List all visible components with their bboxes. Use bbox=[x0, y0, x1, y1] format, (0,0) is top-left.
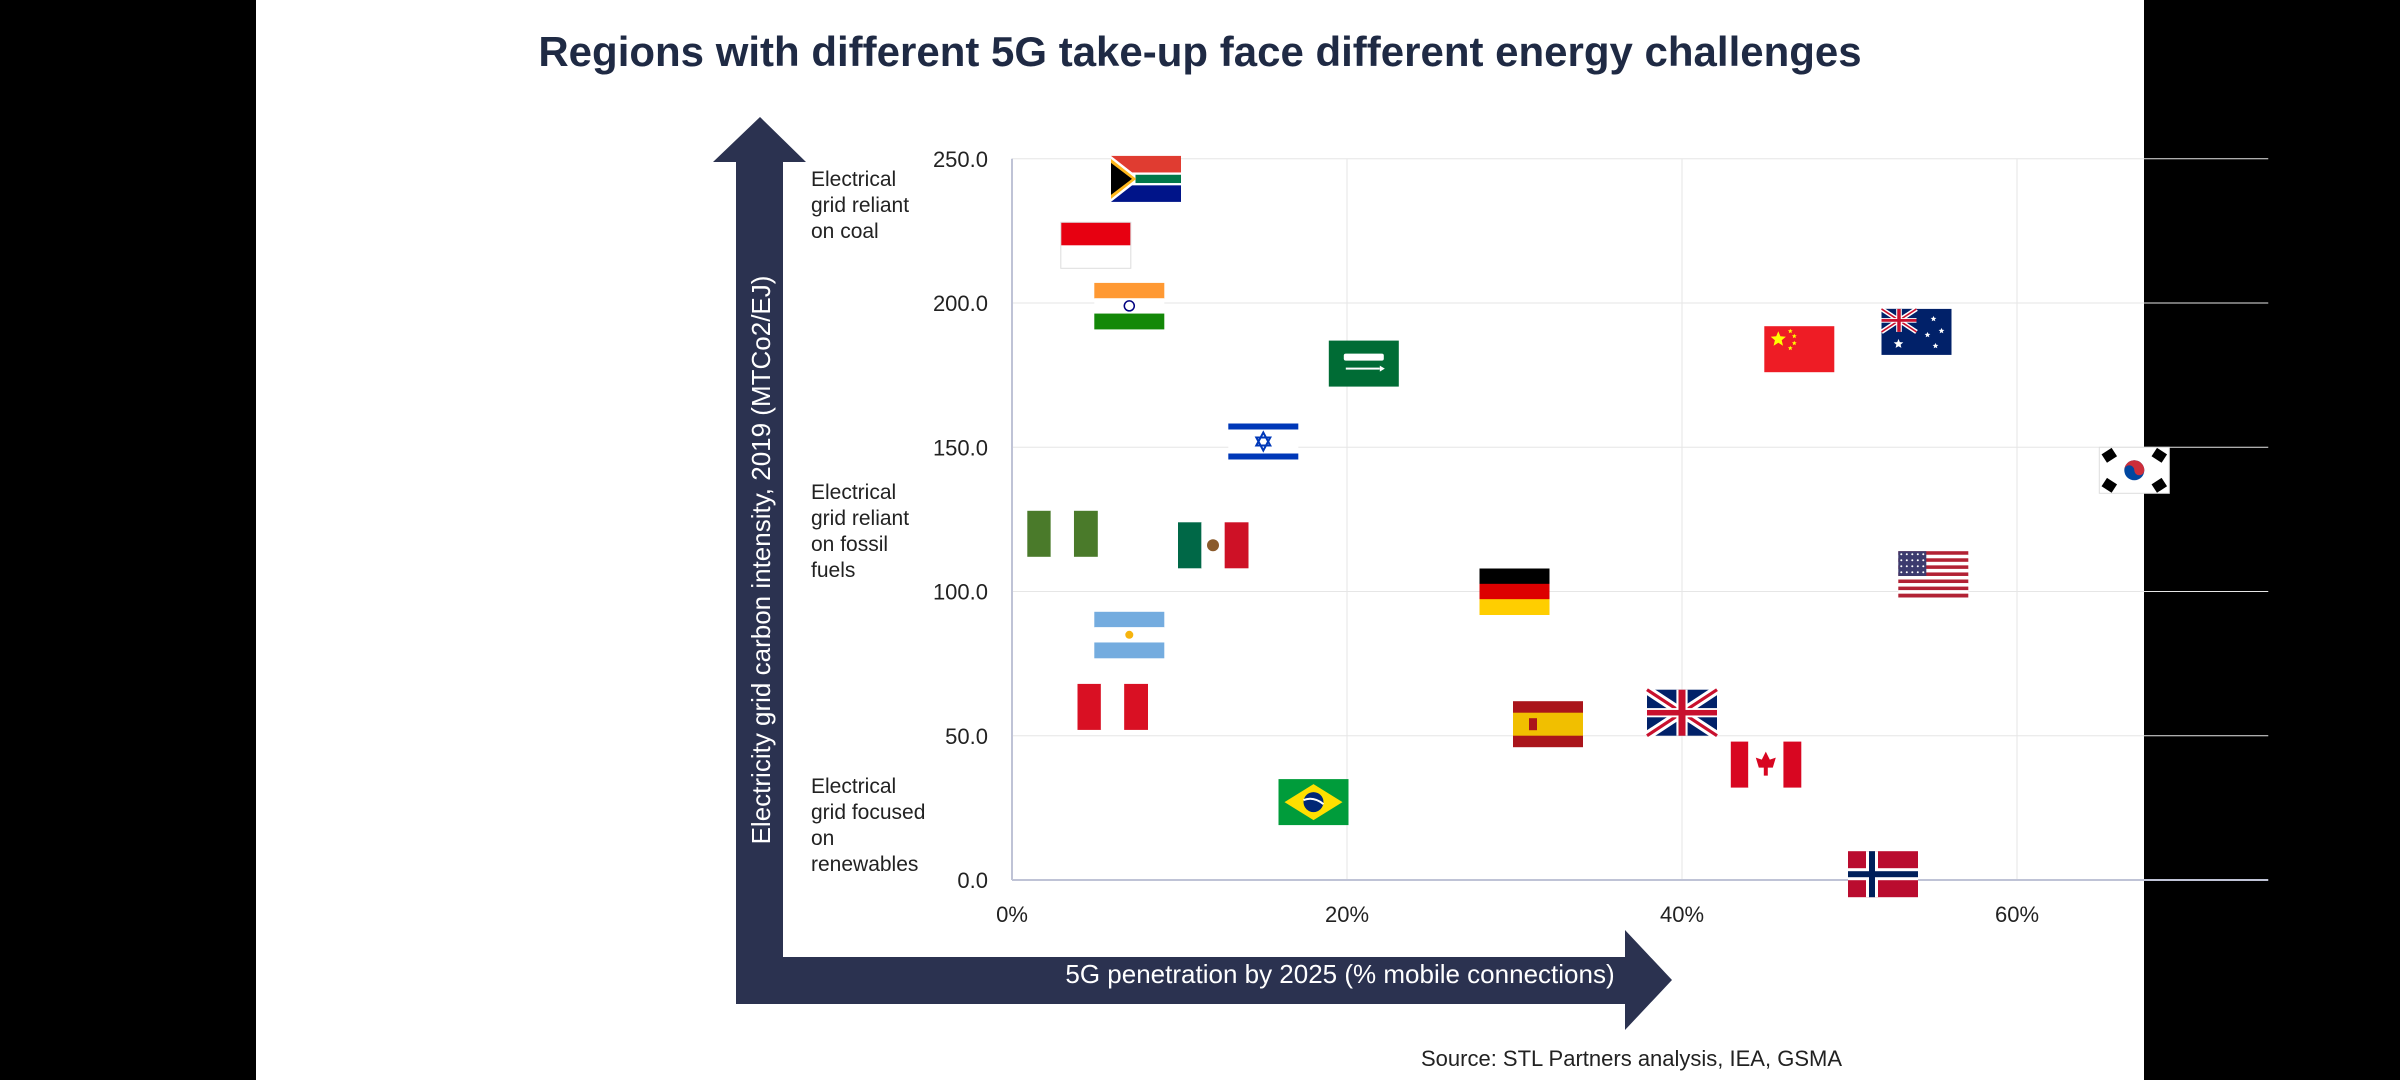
flag-marker-brazil bbox=[1278, 779, 1349, 826]
flag-marker-argentina bbox=[1094, 611, 1165, 659]
flag-marker-israel bbox=[1228, 418, 1299, 465]
flag-marker-south-africa bbox=[1111, 155, 1181, 202]
band-label-coal: Electrical grid reliant on coal bbox=[811, 168, 910, 243]
flag-marker-germany bbox=[1479, 568, 1550, 615]
x-axis-title: 5G penetration by 2025 (% mobile connect… bbox=[1065, 959, 1614, 989]
y-tick-label: 150.0 bbox=[933, 435, 988, 460]
flag-marker-norway bbox=[1848, 851, 1918, 898]
band-label-fossil: Electrical grid reliant on fossil fuels bbox=[811, 481, 910, 582]
y-tick-label: 200.0 bbox=[933, 291, 988, 316]
y-axis-arrow bbox=[713, 117, 806, 1004]
flag-marker-nigeria bbox=[1027, 510, 1098, 557]
slide-background: Regions with different 5G take-up face d… bbox=[256, 0, 2144, 1080]
flag-marker-peru bbox=[1077, 683, 1148, 730]
flag-marker-saudi-arabia bbox=[1328, 340, 1399, 387]
y-tick-label: 0.0 bbox=[957, 868, 988, 893]
chart-title: Regions with different 5G take-up face d… bbox=[538, 28, 1862, 75]
flag-marker-south-korea bbox=[2098, 446, 2170, 494]
flag-marker-india bbox=[1094, 282, 1165, 330]
flag-marker-united-kingdom bbox=[1644, 685, 1720, 740]
y-tick-label: 50.0 bbox=[945, 724, 988, 749]
x-tick-label: 40% bbox=[1660, 902, 1704, 927]
band-label-renewables: Electrical grid focused on renewables bbox=[811, 775, 926, 876]
flag-marker-indonesia bbox=[1060, 221, 1132, 269]
x-tick-label: 0% bbox=[996, 902, 1028, 927]
y-tick-label: 250.0 bbox=[933, 147, 988, 172]
flag-marker-canada bbox=[1730, 741, 1802, 788]
source-note: Source: STL Partners analysis, IEA, GSMA bbox=[1420, 1046, 1842, 1071]
y-axis-title: Electricity grid carbon intensity, 2019 … bbox=[746, 276, 776, 845]
flag-marker-united-states bbox=[1898, 551, 1969, 598]
flag-marker-mexico bbox=[1178, 522, 1249, 569]
y-tick-label: 100.0 bbox=[933, 580, 988, 605]
flag-marker-china bbox=[1764, 326, 1835, 373]
x-tick-label: 60% bbox=[1995, 902, 2039, 927]
flag-marker-australia bbox=[1880, 306, 1952, 355]
flag-marker-spain bbox=[1513, 701, 1583, 748]
x-tick-label: 20% bbox=[1325, 902, 1369, 927]
x-axis-arrow bbox=[736, 930, 1672, 1030]
